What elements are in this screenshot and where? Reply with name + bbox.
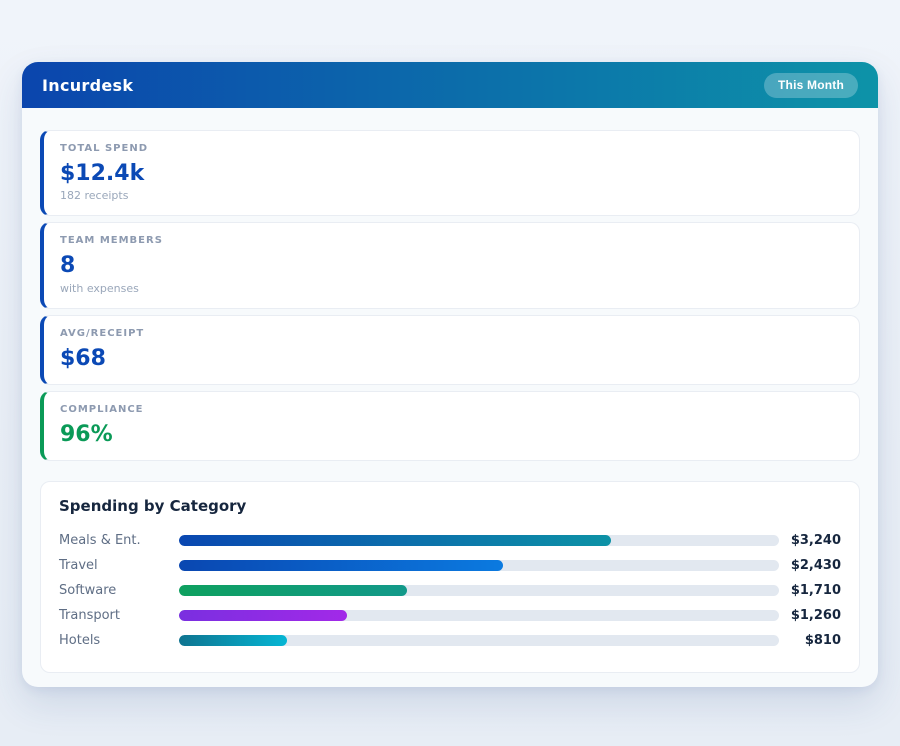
chart-rows: Meals & Ent. $3,240 Travel $2,430 Software $1… (59, 528, 841, 653)
category-value: $2,430 (790, 558, 841, 574)
bar-track (179, 535, 779, 547)
bar-track (179, 585, 779, 597)
stat-label: TOTAL SPEND (60, 143, 148, 154)
app-container: Incurdesk This Month TOTAL SPEND $12.4k … (22, 62, 878, 687)
chart-row: Meals & Ent. $3,240 (59, 528, 841, 553)
chart-title: Spending by Category (59, 497, 247, 516)
bar-fill (179, 585, 407, 597)
stat-value: $12.4k (60, 161, 145, 186)
category-label: Hotels (59, 633, 101, 649)
stat-label: TEAM MEMBERS (60, 235, 163, 247)
category-label: Software (59, 583, 117, 599)
bar-fill (179, 635, 287, 647)
chart-row: Software $1,710 (59, 578, 841, 603)
bar-track (179, 610, 779, 622)
dashboard-content: TOTAL SPEND $12.4k 182 receipts TEAM MEM… (22, 108, 878, 697)
spending-chart-card: Spending by Category Meals & Ent. $3,240 T… (40, 481, 860, 674)
bar-fill (179, 610, 347, 622)
app-title: Incurdesk (42, 75, 134, 95)
stat-value: $68 (60, 345, 106, 371)
category-label: Travel (59, 558, 98, 574)
category-value: $1,260 (790, 608, 841, 624)
chart-row: Transport $1,260 (59, 603, 841, 628)
category-value: $1,710 (790, 583, 841, 599)
stat-sub: with expenses (60, 281, 139, 295)
stat-sub: 182 receipts (60, 189, 129, 203)
period-badge[interactable]: This Month (764, 72, 858, 98)
chart-row: Travel $2,430 (59, 553, 841, 578)
category-value: $810 (804, 633, 841, 649)
stat-value: 96% (60, 421, 113, 447)
stat-value: 8 (60, 253, 76, 279)
stat-card-total-spend: TOTAL SPEND $12.4k 182 receipts (40, 130, 860, 217)
stat-card-avg-receipt: AVG/RECEIPT $68 (40, 314, 860, 385)
bar-track (179, 560, 779, 572)
category-value: $3,240 (790, 533, 841, 549)
category-label: Transport (59, 608, 121, 624)
stat-label: COMPLIANCE (60, 403, 144, 415)
bar-track (179, 635, 779, 647)
stat-label: AVG/RECEIPT (60, 327, 145, 339)
stat-card-compliance: COMPLIANCE 96% (40, 390, 860, 462)
bar-fill (179, 560, 503, 572)
app-header: Incurdesk This Month (22, 62, 878, 108)
category-label: Meals & Ent. (59, 533, 141, 549)
chart-row: Hotels $810 (59, 628, 841, 653)
stat-card-team-members: TEAM MEMBERS 8 with expenses (40, 222, 860, 309)
bar-fill (179, 535, 611, 547)
